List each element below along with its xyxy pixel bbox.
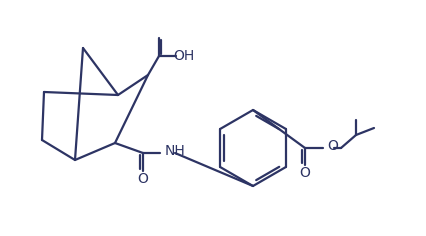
Text: O: O: [326, 139, 337, 153]
Text: OH: OH: [173, 49, 194, 63]
Text: O: O: [299, 166, 310, 180]
Text: O: O: [137, 172, 148, 186]
Text: NH: NH: [164, 144, 185, 158]
